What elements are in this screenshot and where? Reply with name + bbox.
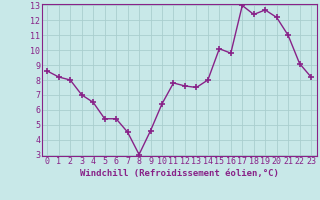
X-axis label: Windchill (Refroidissement éolien,°C): Windchill (Refroidissement éolien,°C): [80, 169, 279, 178]
